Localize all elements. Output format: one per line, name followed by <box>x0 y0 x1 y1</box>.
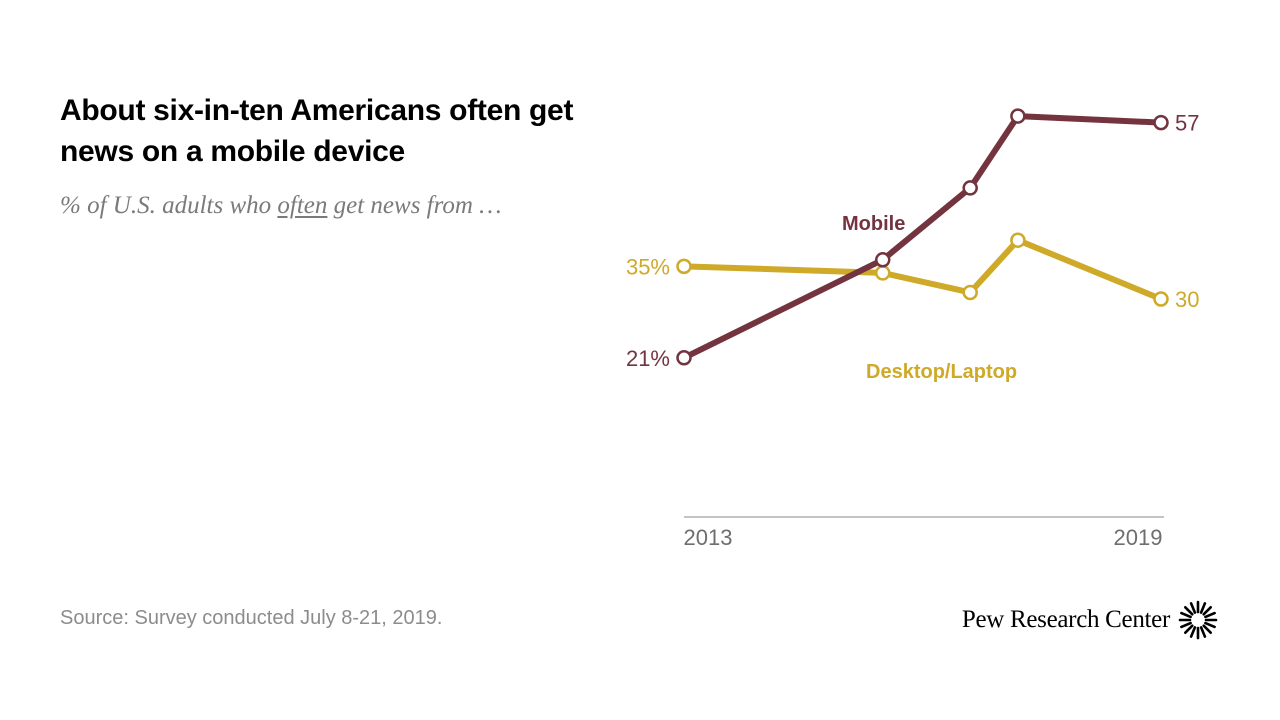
series-line-mobile <box>681 113 1164 361</box>
chart-subtitle: % of U.S. adults who often get news from… <box>60 192 620 220</box>
series-name-label-mobile: Mobile <box>842 213 905 235</box>
data-point-mobile <box>962 180 978 196</box>
series-layer: 21% 57 Mobile 35% 30 Desktop/Laptop <box>626 108 1199 383</box>
end-value-label-desktop-laptop: 30 <box>1175 287 1199 312</box>
subtitle-suffix: get news from … <box>327 192 502 219</box>
start-value-label-desktop-laptop: 35% <box>626 254 670 279</box>
data-point-desktop-laptop <box>962 284 978 301</box>
data-point-desktop-laptop <box>875 265 891 281</box>
subtitle-emphasis: often <box>277 192 328 219</box>
series-line-desktop-laptop <box>681 237 1164 302</box>
data-point-mobile <box>1153 114 1169 131</box>
logo-text: Pew Research Center <box>961 606 1170 633</box>
x-tick-label-start: 2013 <box>684 525 733 550</box>
subtitle-prefix: % of U.S. adults who <box>60 192 278 219</box>
pew-sunburst-icon <box>1178 600 1218 640</box>
data-point-desktop-laptop <box>1010 232 1026 248</box>
series-name-label-desktop-laptop: Desktop/Laptop <box>866 361 1017 383</box>
data-point-mobile <box>676 350 692 366</box>
data-point-desktop-laptop <box>1153 291 1169 307</box>
start-value-label-mobile: 21% <box>626 346 670 371</box>
data-point-desktop-laptop <box>676 258 692 275</box>
pew-logo: Pew Research Center <box>962 600 1218 640</box>
x-tick-label-end: 2019 <box>1114 525 1163 550</box>
end-value-label-mobile: 57 <box>1175 111 1199 136</box>
data-point-mobile <box>1010 108 1026 124</box>
chart-title: About six-in-ten Americans often get new… <box>60 94 574 168</box>
source-note: Source: Survey conducted July 8-21, 2019… <box>60 607 443 629</box>
data-point-mobile <box>875 252 891 268</box>
